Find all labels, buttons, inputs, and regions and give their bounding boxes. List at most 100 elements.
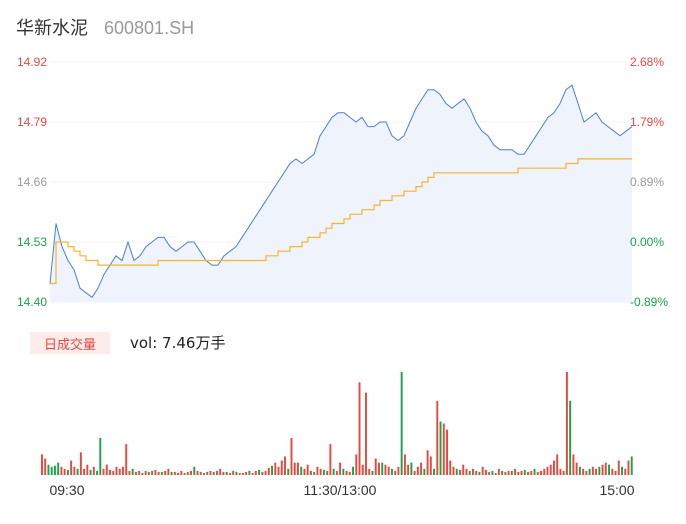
volume-bar: [309, 470, 312, 475]
y-tick-left: 14.40: [17, 295, 47, 309]
volume-bar: [514, 468, 517, 475]
volume-bar: [355, 454, 358, 475]
y-tick-right: 0.00%: [630, 235, 664, 249]
volume-bar: [420, 462, 423, 475]
volume-bar: [565, 372, 568, 475]
volume-bar: [147, 471, 150, 475]
y-tick-left: 14.79: [17, 115, 47, 129]
volume-bar: [371, 470, 374, 475]
y-tick-right: 2.68%: [630, 55, 664, 69]
volume-bar: [125, 444, 128, 475]
volume-bar: [452, 466, 455, 475]
volume-bar: [361, 464, 364, 475]
volume-bar: [462, 464, 465, 475]
volume-bar: [66, 469, 69, 475]
volume-bar: [141, 472, 144, 475]
volume-bar: [348, 471, 351, 475]
volume-bar: [92, 466, 95, 475]
volume-bar: [582, 468, 585, 475]
volume-bar: [552, 460, 555, 475]
volume-bar: [144, 470, 147, 475]
volume-bar: [196, 470, 199, 475]
volume-bar: [206, 471, 209, 475]
volume-bar: [215, 470, 218, 475]
volume-bar: [585, 470, 588, 475]
volume-bar: [510, 470, 513, 475]
volume-bar: [180, 470, 183, 475]
volume-bar: [378, 462, 380, 475]
average-price-line: [50, 158, 632, 285]
volume-bar: [86, 464, 89, 475]
volume-bar: [76, 468, 79, 475]
volume-bar: [595, 468, 598, 475]
volume-bar: [523, 469, 526, 475]
volume-bar: [559, 468, 562, 475]
volume-bar: [102, 468, 105, 475]
volume-bar: [267, 467, 270, 475]
volume-bar: [617, 460, 620, 475]
volume-bar: [274, 462, 277, 475]
volume-bar: [60, 466, 63, 475]
volume-bar: [128, 470, 131, 475]
volume-bar: [157, 471, 160, 475]
volume-bar: [410, 462, 413, 475]
right-axis-labels: 2.68% 1.79% 0.89% 0.00% -0.89%: [630, 55, 668, 309]
volume-bar: [504, 471, 507, 475]
y-tick-left: 14.53: [17, 235, 47, 249]
volume-bar: [484, 469, 487, 475]
volume-bar: [588, 468, 591, 475]
volume-bar: [271, 465, 274, 475]
volume-bar: [186, 471, 189, 475]
volume-bar: [468, 470, 471, 475]
volume-bar: [497, 468, 500, 475]
volume-bar: [99, 437, 102, 475]
volume-bar: [53, 465, 56, 475]
volume-bar: [248, 470, 251, 475]
volume-bar: [293, 462, 296, 475]
x-tick-label: 11:30/13:00: [304, 482, 377, 498]
y-tick-left: 14.92: [17, 55, 47, 69]
volume-bar: [507, 470, 510, 475]
volume-bar: [540, 470, 542, 475]
volume-bar: [598, 466, 601, 475]
volume-bar: [601, 464, 604, 475]
volume-bar: [160, 471, 163, 475]
volume-bar: [44, 458, 47, 475]
volume-bar: [608, 464, 611, 475]
volume-bar: [604, 462, 607, 475]
volume-bar: [345, 470, 348, 475]
volume-bar: [63, 468, 66, 475]
stock-header: 华新水泥 600801.SH: [16, 14, 194, 39]
volume-bar: [387, 466, 390, 475]
left-axis-labels: 14.92 14.79 14.66 14.53 14.40: [17, 55, 47, 309]
volume-bar: [407, 464, 410, 475]
volume-bar: [245, 471, 248, 475]
volume-bar: [501, 470, 504, 475]
volume-header: 日成交量 vol: 7.46万手: [0, 330, 686, 356]
daily-volume-tab[interactable]: 日成交量: [30, 332, 110, 354]
volume-bar: [258, 469, 261, 475]
volume-bar: [284, 456, 286, 475]
volume-bar: [138, 470, 141, 475]
x-tick-label: 15:00: [599, 482, 634, 498]
volume-bar: [611, 468, 614, 475]
volume-bar: [47, 464, 50, 475]
volume-bar: [384, 464, 387, 475]
volume-bar: [449, 460, 452, 475]
volume-bar: [316, 466, 319, 475]
volume-bar: [167, 468, 170, 475]
volume-bar: [423, 468, 426, 475]
volume-bar: [546, 466, 549, 475]
volume-bar: [572, 454, 575, 475]
volume-bar: [335, 470, 338, 475]
volume-bar: [164, 470, 167, 475]
volume-bar: [134, 471, 137, 475]
volume-bar: [241, 472, 244, 475]
volume-bar: [442, 423, 445, 475]
volume-bar: [313, 471, 316, 475]
volume-bar: [109, 469, 111, 475]
y-tick-right: -0.89%: [630, 295, 668, 309]
volume-bar: [342, 468, 345, 475]
volume-bar: [358, 382, 361, 475]
